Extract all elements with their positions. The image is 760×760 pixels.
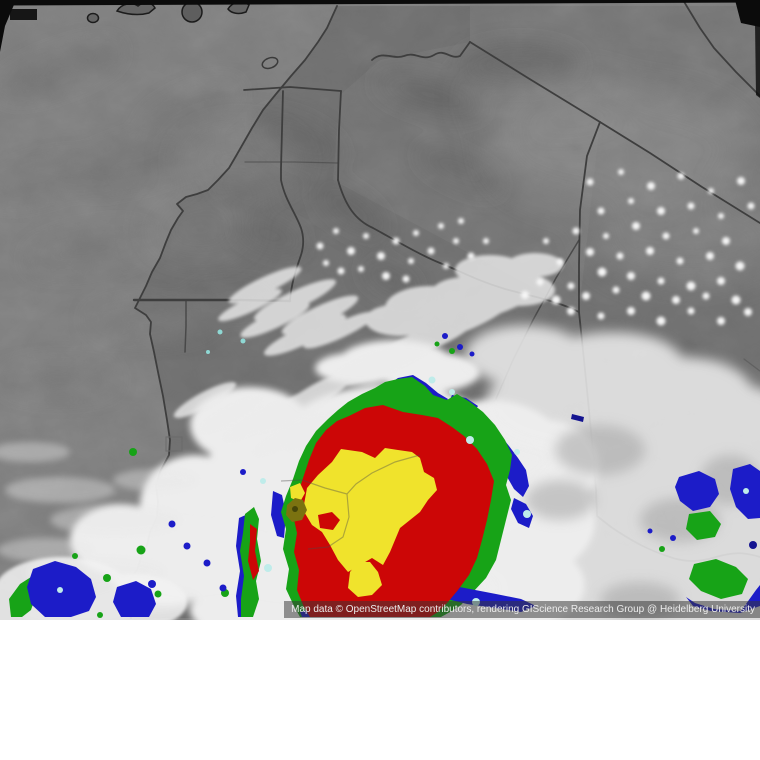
storm-cyan — [260, 376, 531, 606]
storm-blue — [511, 498, 533, 528]
storm-red — [248, 524, 259, 580]
storm-olive-core — [292, 506, 298, 512]
map-attribution: Map data © OpenStreetMap contributors, r… — [284, 601, 760, 618]
edge-box — [10, 9, 37, 20]
storm-red — [318, 512, 340, 530]
satellite-map-image — [0, 0, 760, 620]
borders-over-storm — [280, 454, 421, 550]
satellite-map: Map data © OpenStreetMap contributors, r… — [0, 0, 760, 620]
storm-blue — [271, 491, 286, 538]
scan-edges — [0, 0, 760, 98]
storm-yellow — [303, 448, 437, 572]
corner-cells-sw — [9, 553, 162, 618]
info-panel: Satellit Top Alarm Super HD (°C) Mo. 01.… — [0, 620, 760, 760]
storm-yellow — [348, 562, 382, 597]
canary-islands — [10, 1, 279, 70]
storm-cells — [9, 329, 760, 618]
storm-yellow — [290, 483, 305, 502]
popcorn-clouds — [316, 169, 755, 326]
cloud-streaks-nw — [173, 253, 563, 463]
city-marker — [165, 436, 183, 452]
small-cells — [129, 329, 584, 597]
